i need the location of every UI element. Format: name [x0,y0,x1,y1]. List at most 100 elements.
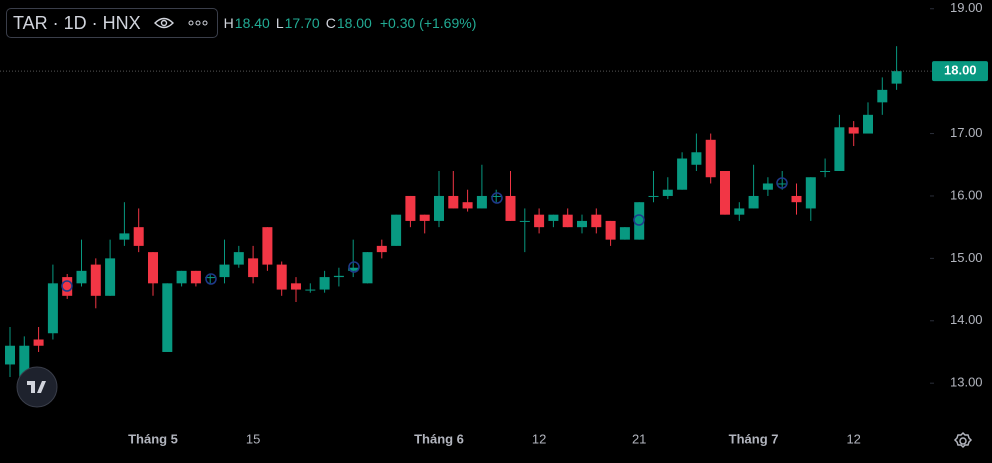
candle-body [891,71,902,84]
x-tick-label: 21 [632,431,646,446]
candle-body [848,127,859,134]
high-label: H [223,15,234,31]
symbol-box[interactable]: TAR · 1D · HNX [6,8,218,38]
eye-icon[interactable] [153,16,175,30]
settings-button[interactable] [953,431,973,449]
candle-body [19,345,30,390]
candle-body [434,195,444,221]
candle-body [47,283,58,334]
event-marker[interactable] [776,177,788,189]
candle-body [662,189,673,196]
candle-body [462,202,473,209]
candle-body [176,270,187,284]
candle-body [476,195,487,209]
candle-body [419,214,430,221]
x-tick-label: 12 [532,431,546,446]
plot-area: 13.00 14.00 15.00 16.00 17.00 18.00 19.00 Tháng… [0,0,988,446]
candle-body [491,195,502,197]
candle-body [834,127,845,171]
candle-body [577,220,587,228]
candle-body [319,277,330,290]
y-tick-label: 13.00 [950,375,983,390]
high-value: 18.40 [234,15,270,31]
candle-body [391,214,402,246]
candle-body [605,220,616,240]
candle-body [534,214,545,228]
candle-body [262,227,273,265]
x-tick-label: 12 [846,431,860,446]
candle-body [348,267,359,271]
candle-body [519,220,530,222]
candle-body [448,195,459,209]
change: +0.30 (+1.69%) [379,15,477,31]
candle-body [734,208,745,215]
event-marker[interactable] [205,273,217,285]
candle-body [562,214,573,228]
candle-body [105,258,116,296]
candle-body [720,170,730,215]
close-value: 18.00 [336,15,372,31]
candle-body [691,152,702,165]
candle-body [233,252,244,265]
logo-circle [16,366,58,408]
candle-body [677,158,688,190]
candle-body [634,202,645,240]
candle-body [877,89,888,103]
candle-body [5,345,15,365]
candle-body [219,264,230,278]
candle-body [305,289,316,291]
candle-body [248,258,259,278]
candle-body [820,170,831,172]
candle-body [405,195,416,221]
candle-body [333,275,344,278]
last-price-box [932,61,988,82]
event-marker[interactable] [348,261,360,273]
candle-body [505,195,516,221]
y-tick-label: 14.00 [950,312,983,327]
candle-body [76,270,87,284]
candle-body [863,114,873,134]
candle-body [119,233,130,240]
close-label: C [325,15,336,31]
event-markers [61,177,788,292]
event-marker[interactable] [61,280,73,292]
candle-body [619,227,630,240]
candle-body [291,283,301,290]
candle-body [62,277,73,296]
candle-body [33,339,44,346]
candle-body [777,183,788,185]
candle-body [190,270,201,284]
candle-body [276,264,287,290]
x-tick-label: Tháng 6 [414,431,464,446]
more-icon[interactable] [187,16,209,30]
candle-body [148,252,158,284]
candle-body [133,227,144,246]
event-marker[interactable] [633,214,645,226]
logo[interactable] [16,366,58,408]
y-tick-label: 19.00 [950,0,983,15]
low-value: 17.70 [284,15,320,31]
y-tick-label: 15.00 [950,250,983,265]
candle-body [162,283,173,352]
last-price-label: 18.00 [944,63,977,78]
x-tick-label: 15 [246,431,260,446]
low-label: L [275,15,284,31]
gear-center [959,437,967,445]
y-tick-label: 16.00 [950,187,983,202]
x-tick-label: Tháng 5 [128,431,178,446]
candle-body [205,277,216,279]
candle-body [648,195,659,197]
legend: TAR · 1D · HNX H 18.40 L 17.70 C 18.00 +0.3… [6,8,476,38]
symbol: TAR · 1D · HNX [13,12,141,33]
x-tick-label: Tháng 7 [729,431,779,446]
candle-body [748,195,759,209]
candle-body [805,177,816,209]
logo-mark [27,381,46,393]
event-marker[interactable] [491,192,503,204]
candle-body [362,252,373,284]
candle-body [591,214,602,228]
y-tick-label: 17.00 [950,125,983,140]
